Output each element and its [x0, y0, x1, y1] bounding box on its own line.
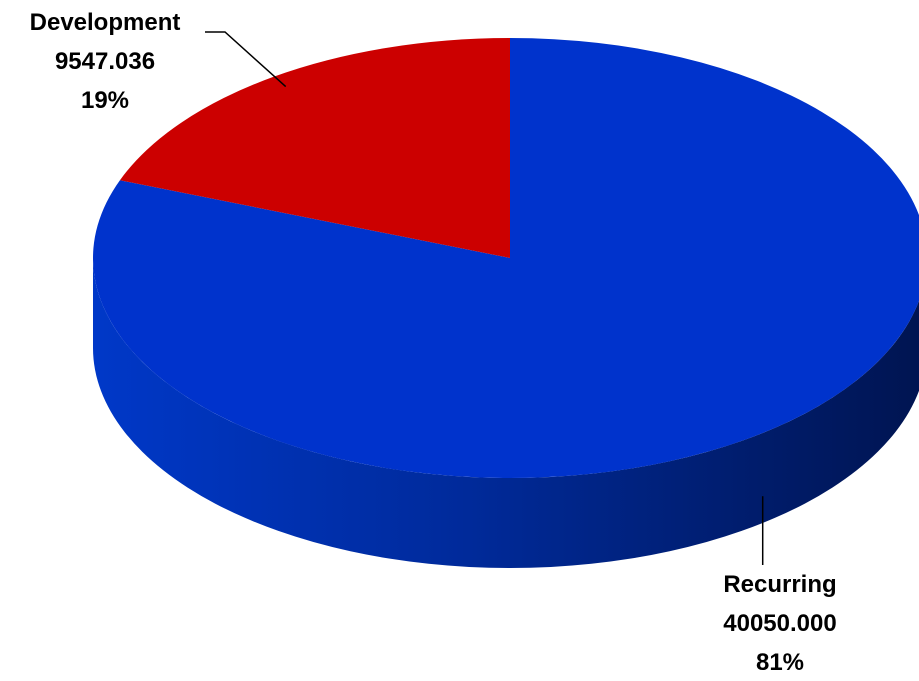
pie-side-recurring	[93, 258, 919, 568]
data-label-development-value: 9547.036	[55, 48, 155, 75]
data-label-recurring-name: Recurring	[723, 571, 836, 598]
pie-slice-development	[119, 38, 511, 258]
pie-slice-recurring	[93, 38, 919, 478]
data-label-development-name: Development	[30, 9, 181, 36]
leader-line-development	[205, 31, 287, 88]
data-label-recurring-value: 40050.000	[723, 610, 836, 637]
data-label-development-percent: 19%	[81, 87, 129, 114]
data-label-recurring-percent: 81%	[756, 649, 804, 676]
